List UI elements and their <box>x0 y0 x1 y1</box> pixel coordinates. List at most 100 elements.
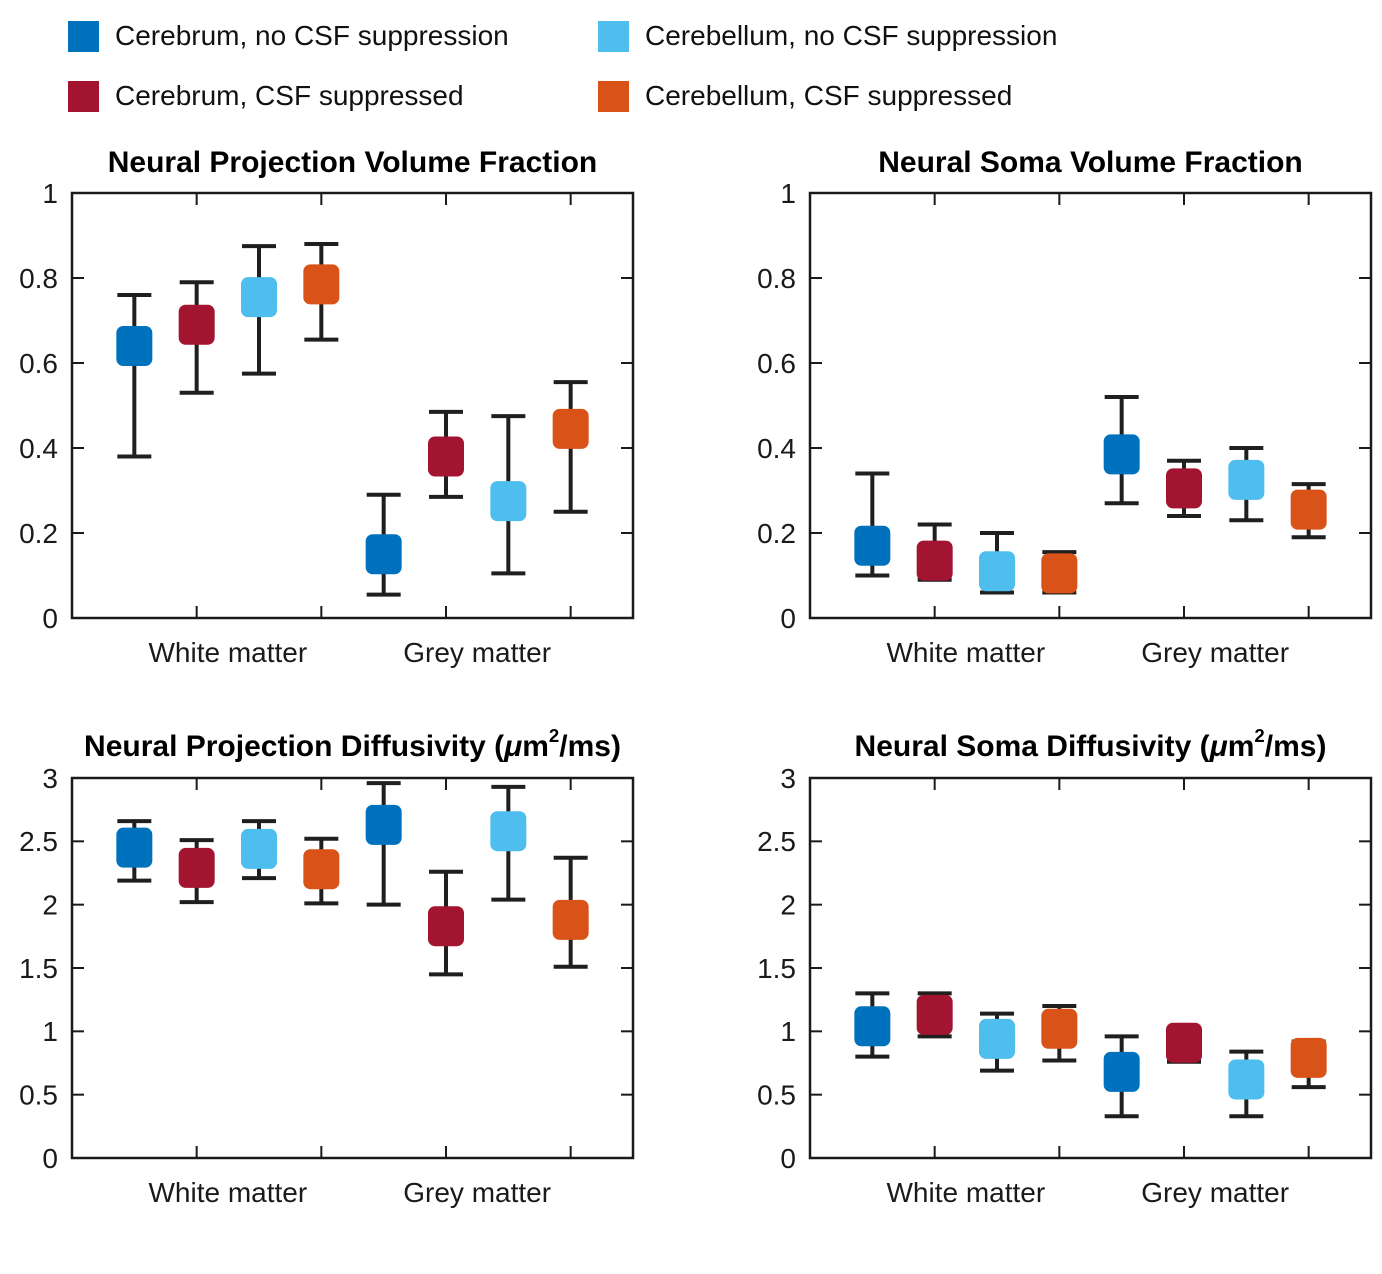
square-marker <box>979 1018 1015 1059</box>
errorbar-point <box>428 409 464 499</box>
square-marker <box>303 264 340 305</box>
x-category-label: Grey matter <box>403 637 551 668</box>
subplot-neural-projection-diffusivity: Neural Projection Diffusivity (μm2/ms) 0 0… <box>0 700 700 1274</box>
square-marker <box>1228 1059 1265 1100</box>
plot-area: 0 0.2 0.4 0.6 0.8 1 White matter Grey matter <box>757 178 1373 668</box>
plot-title: Neural Soma Volume Fraction <box>878 146 1303 179</box>
square-marker <box>428 436 464 477</box>
legend: Cerebrum, no CSF suppression Cerebrum, CS… <box>68 20 1057 112</box>
square-marker <box>178 847 215 888</box>
errorbar-point <box>490 414 527 576</box>
subplot-neural-soma-volume-fraction: Neural Soma Volume Fraction 0 0.2 0.4 0.6 0.8… <box>700 140 1382 700</box>
errorbar-point <box>178 280 215 395</box>
subplot-neural-projection-volume-fraction: Neural Projection Volume Fraction 0 0.2 0.4… <box>0 140 700 700</box>
errorbar-point <box>116 819 153 883</box>
y-tick-label: 2.5 <box>19 826 58 857</box>
y-tick-label: 0.2 <box>757 518 796 549</box>
square-marker <box>854 1006 891 1047</box>
errorbar-point <box>916 522 953 582</box>
x-category-label: White matter <box>148 1177 307 1208</box>
errorbar-point <box>1103 395 1140 506</box>
plot-area: 0 0.2 0.4 0.6 0.8 1 White matter Grey matter <box>19 178 635 668</box>
square-marker <box>490 481 527 522</box>
square-marker <box>241 277 277 318</box>
y-tick-label: 1 <box>780 178 796 209</box>
square-marker <box>916 540 953 581</box>
errorbar-point <box>490 784 527 902</box>
y-tick-label: 0.8 <box>19 263 58 294</box>
y-tick-label: 1.5 <box>757 953 796 984</box>
square-marker <box>303 849 340 890</box>
square-marker <box>1290 489 1327 530</box>
errorbar-point <box>979 1011 1015 1073</box>
y-tick-label: 0.4 <box>19 433 58 464</box>
y-tick-label: 0.6 <box>19 348 58 379</box>
x-category-label: White matter <box>148 637 307 668</box>
y-tick-label: 0.5 <box>19 1079 58 1110</box>
x-category-label: White matter <box>886 1177 1045 1208</box>
y-tick-label: 0 <box>42 1143 58 1174</box>
square-marker <box>116 326 153 366</box>
plot-title: Neural Projection Volume Fraction <box>107 146 598 179</box>
errorbar-point <box>1041 550 1078 595</box>
square-marker <box>552 899 589 940</box>
y-tick-label: 0 <box>780 603 796 634</box>
y-tick-label: 0.5 <box>757 1079 796 1110</box>
errorbar-point <box>116 293 153 459</box>
legend-label: Cerebellum, CSF suppressed <box>645 80 1013 111</box>
errorbar-point <box>1041 1004 1078 1063</box>
axes-frame <box>70 776 635 1160</box>
x-category-label: Grey matter <box>1141 1177 1289 1208</box>
plot-area: 0 0.5 1 1.5 2 2.5 3 White matter Grey matter <box>19 763 635 1208</box>
legend-item: Cerebrum, no CSF suppression <box>68 20 598 52</box>
legend-item: Cerebellum, no CSF suppression <box>598 20 1057 52</box>
errorbar-point <box>1103 1034 1140 1119</box>
errorbar-point <box>428 869 464 977</box>
square-marker <box>979 551 1015 592</box>
y-tick-label: 0.4 <box>757 433 796 464</box>
errorbar-point <box>1166 458 1202 518</box>
y-tick-label: 0.8 <box>757 263 796 294</box>
square-marker <box>854 525 891 566</box>
errorbar-point <box>552 855 589 969</box>
errorbar-point <box>979 531 1015 595</box>
errorbar-point <box>916 991 953 1039</box>
errorbar-point <box>552 380 589 514</box>
y-tick-label: 0.6 <box>757 348 796 379</box>
errorbar-point <box>178 838 215 905</box>
errorbar-point <box>854 471 891 578</box>
legend-label: Cerebrum, no CSF suppression <box>115 20 509 51</box>
subplot-neural-soma-diffusivity: Neural Soma Diffusivity (μm2/ms) 0 0.5 1 1.5… <box>700 700 1382 1274</box>
y-tick-label: 2.5 <box>757 826 796 857</box>
legend-item: Cerebrum, CSF suppressed <box>68 80 598 112</box>
plot-title: Neural Projection Diffusivity (μm2/ms) <box>84 725 621 763</box>
legend-swatch-icon <box>68 80 99 112</box>
square-marker <box>1290 1037 1327 1078</box>
square-marker <box>241 828 277 869</box>
square-marker <box>490 811 527 852</box>
y-tick-label: 2 <box>780 889 796 920</box>
x-category-label: White matter <box>886 637 1045 668</box>
legend-label: Cerebrum, CSF suppressed <box>115 80 464 111</box>
square-marker <box>1041 553 1078 594</box>
square-marker <box>1228 459 1265 500</box>
errorbar-point <box>1290 482 1327 540</box>
axes-frame <box>808 191 1373 620</box>
legend-item: Cerebellum, CSF suppressed <box>598 80 1057 112</box>
plot-title: Neural Soma Diffusivity (μm2/ms) <box>854 725 1327 763</box>
plot-area: 0 0.5 1 1.5 2 2.5 3 White matter Grey matter <box>757 763 1373 1208</box>
axes-frame <box>70 191 635 620</box>
y-tick-label: 1 <box>42 1016 58 1047</box>
errorbar-point <box>241 244 277 376</box>
square-marker <box>1103 1051 1140 1092</box>
errorbar-point <box>303 242 340 342</box>
square-marker <box>1166 468 1202 509</box>
y-tick-label: 0 <box>42 603 58 634</box>
errorbar-point <box>1166 1022 1202 1064</box>
errorbar-point <box>1228 446 1265 523</box>
errorbar-point <box>365 492 402 597</box>
square-marker <box>1041 1008 1078 1049</box>
square-marker <box>916 994 953 1035</box>
legend-swatch-icon <box>68 20 99 52</box>
square-marker <box>365 804 402 845</box>
